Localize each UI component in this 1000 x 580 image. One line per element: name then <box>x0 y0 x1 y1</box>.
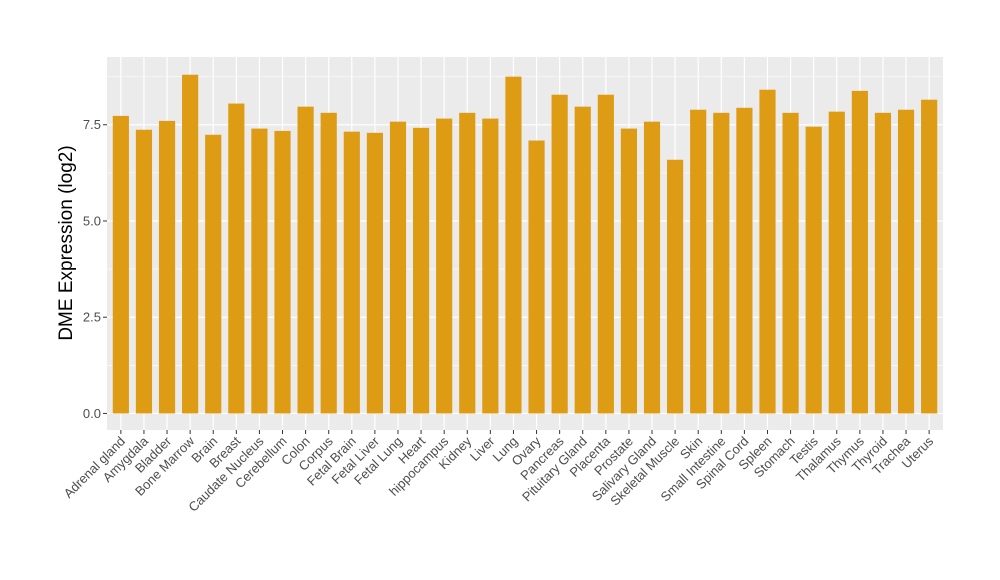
bar-small-intestine <box>713 112 730 414</box>
bar-heart <box>412 127 430 414</box>
bar-skin <box>690 109 707 414</box>
bar-cerebellum <box>274 130 291 414</box>
bar-bladder <box>158 120 176 414</box>
bar-brain <box>205 134 222 414</box>
bar-breast <box>228 103 245 414</box>
bar-prostate <box>620 128 638 414</box>
bar-fetal-lung <box>389 121 407 414</box>
y-tick-label: 7.5 <box>83 117 101 132</box>
bar-kidney <box>459 112 476 414</box>
y-axis-title: DME Expression (log2) <box>56 145 77 340</box>
bar-stomach <box>782 112 799 414</box>
bar-hippocampus <box>436 118 453 414</box>
bar-pituitary-gland <box>574 106 591 414</box>
bar-skeletal-muscle <box>667 159 684 414</box>
bar-thyroid <box>874 112 892 414</box>
bar-colon <box>297 106 314 414</box>
bar-testis <box>805 126 822 414</box>
bar-salivary-gland <box>643 121 661 414</box>
bar-liver <box>482 118 499 414</box>
bar-thymus <box>851 90 868 414</box>
bar-trachea <box>897 109 915 414</box>
bar-corpus <box>320 112 337 414</box>
bar-amygdala <box>135 129 153 414</box>
y-tick-label: 2.5 <box>83 310 101 325</box>
bar-pancreas <box>551 94 568 414</box>
bar-caudate-nucleus <box>251 128 268 414</box>
bar-adrenal-gland <box>112 115 129 414</box>
bar-fetal-brain <box>343 131 360 414</box>
bar-thalamus <box>828 111 845 414</box>
x-tick-label: Liver <box>467 433 498 464</box>
y-tick-label: 5.0 <box>83 213 101 228</box>
bar-spleen <box>759 89 776 414</box>
y-axis: 0.0 2.5 5.0 7.5 <box>83 117 107 421</box>
bar-ovary <box>528 140 545 414</box>
y-tick-label: 0.0 <box>83 406 101 421</box>
bars <box>112 74 938 414</box>
bar-spinal-cord <box>736 107 753 414</box>
bar-fetal-liver <box>366 132 383 414</box>
plot-panel <box>107 57 943 430</box>
bar-bone-marrow <box>182 74 199 414</box>
bar-uterus <box>921 99 938 414</box>
bar-lung <box>505 76 522 414</box>
bar-placenta <box>597 94 614 414</box>
